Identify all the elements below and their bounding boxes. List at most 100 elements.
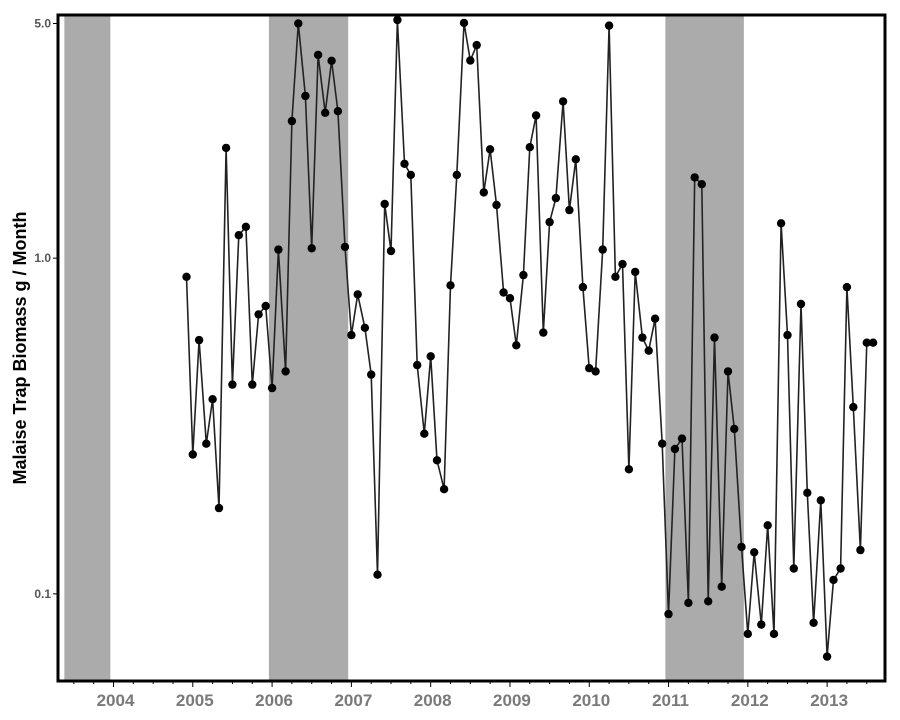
data-point	[809, 618, 818, 627]
data-point	[690, 173, 699, 182]
data-point	[360, 323, 370, 332]
data-point	[499, 288, 508, 297]
data-point	[638, 333, 647, 342]
data-point	[485, 145, 495, 154]
x-tick-label: 2013	[810, 691, 848, 710]
data-point	[420, 429, 429, 438]
y-tick-label: 1.0	[34, 251, 51, 265]
data-point	[281, 367, 290, 376]
data-point	[274, 245, 283, 254]
data-point	[194, 335, 204, 345]
data-point	[650, 314, 660, 323]
data-point	[234, 231, 243, 240]
data-point	[658, 439, 667, 448]
data-point	[426, 352, 435, 361]
data-point	[505, 294, 515, 303]
data-point	[803, 488, 812, 497]
data-point	[789, 564, 798, 573]
data-point	[743, 629, 752, 639]
data-point	[439, 485, 449, 494]
data-point	[704, 597, 713, 606]
data-point	[578, 282, 588, 292]
data-point	[644, 346, 653, 355]
data-point	[386, 246, 396, 256]
data-point	[214, 503, 224, 513]
data-point	[327, 56, 336, 65]
data-point	[776, 219, 786, 228]
y-axis-label: Malaise Trap Biomass g / Month	[10, 211, 30, 484]
data-point	[531, 111, 541, 120]
x-tick-label: 2008	[414, 691, 452, 710]
data-point	[677, 434, 687, 443]
data-point	[221, 143, 231, 153]
data-point	[492, 200, 501, 210]
data-point	[472, 40, 481, 50]
data-point	[347, 330, 356, 340]
x-tick-label: 2005	[176, 691, 214, 710]
data-point	[432, 456, 442, 465]
data-point	[750, 548, 759, 557]
data-point	[321, 108, 330, 118]
shaded-period	[64, 15, 111, 681]
data-point	[571, 155, 580, 164]
x-tick-label: 2006	[255, 691, 293, 710]
data-point	[367, 370, 376, 379]
data-point	[380, 199, 389, 209]
x-tick-label: 2007	[334, 691, 372, 710]
data-point	[737, 542, 746, 552]
data-point	[664, 609, 673, 619]
data-point	[763, 521, 772, 530]
data-point	[565, 205, 574, 215]
data-point	[723, 367, 733, 376]
data-point	[525, 143, 534, 152]
data-point	[446, 281, 455, 290]
data-point	[730, 424, 739, 434]
data-point	[254, 310, 263, 319]
data-point	[624, 465, 634, 474]
data-point	[604, 21, 614, 30]
series-points-layer	[182, 15, 878, 661]
data-point	[849, 402, 858, 412]
data-point	[697, 180, 706, 189]
data-point	[466, 56, 475, 65]
data-point	[684, 598, 693, 608]
data-point	[307, 244, 316, 253]
data-point	[479, 188, 488, 197]
data-point	[842, 282, 852, 292]
data-point	[188, 450, 197, 459]
data-point	[717, 582, 726, 591]
data-point	[512, 341, 521, 350]
data-point	[710, 333, 719, 342]
x-tick-label: 2012	[731, 691, 769, 710]
data-point	[519, 270, 528, 280]
data-point	[551, 193, 561, 203]
data-point	[868, 338, 878, 347]
data-point	[796, 299, 806, 309]
data-point	[783, 330, 792, 340]
data-point	[836, 564, 845, 573]
data-point	[228, 380, 237, 389]
data-point	[769, 629, 779, 639]
data-point	[558, 97, 568, 106]
x-axis: 2004 2005 2006 2007 2008 2009 2010 2011 2012 2013	[73, 681, 868, 710]
data-point	[452, 170, 461, 180]
data-point	[816, 496, 825, 505]
data-point	[545, 217, 554, 227]
data-point	[618, 259, 627, 269]
data-point	[829, 575, 838, 585]
data-point	[373, 570, 382, 579]
data-point	[539, 328, 548, 337]
data-point	[333, 107, 343, 116]
data-point	[631, 267, 640, 277]
data-point	[406, 170, 415, 180]
data-point	[862, 338, 871, 347]
x-tick-label: 2011	[652, 691, 689, 710]
x-tick-label: 2010	[572, 691, 610, 710]
data-point	[757, 620, 766, 629]
x-tick-label: 2009	[493, 691, 531, 710]
data-point	[413, 360, 422, 370]
plot-frame	[56, 13, 887, 683]
data-point	[301, 91, 310, 101]
data-point	[585, 364, 594, 373]
